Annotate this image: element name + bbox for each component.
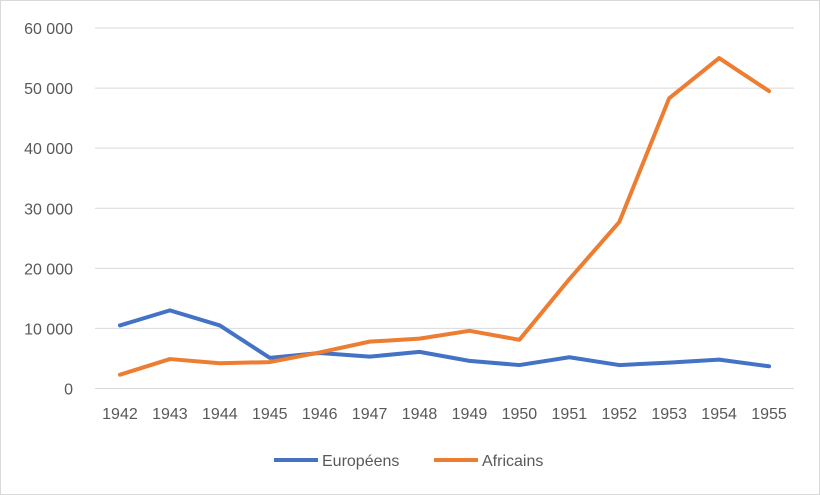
x-tick-label: 1942 [102, 406, 138, 423]
x-tick-label: 1947 [352, 406, 388, 423]
x-tick-label: 1945 [252, 406, 288, 423]
x-tick-label: 1953 [651, 406, 687, 423]
y-tick-label: 0 [64, 382, 73, 399]
series-line-africains [117, 56, 772, 377]
x-tick-label: 1943 [152, 406, 188, 423]
y-tick-label: 10 000 [24, 321, 73, 338]
y-tick-label: 40 000 [24, 141, 73, 158]
x-tick-label: 1948 [402, 406, 438, 423]
x-tick-label: 1955 [751, 406, 787, 423]
legend-label: Européens [322, 453, 399, 470]
legend-label: Africains [482, 453, 543, 470]
x-tick-label: 1946 [302, 406, 338, 423]
series-line-européens [117, 308, 772, 369]
y-tick-label: 30 000 [24, 201, 73, 218]
x-tick-label: 1952 [601, 406, 637, 423]
y-tick-label: 50 000 [24, 81, 73, 98]
y-tick-label: 20 000 [24, 261, 73, 278]
x-tick-label: 1954 [701, 406, 737, 423]
x-tick-label: 1944 [202, 406, 238, 423]
y-tick-label: 60 000 [24, 21, 73, 38]
x-tick-label: 1950 [502, 406, 538, 423]
x-tick-label: 1949 [452, 406, 488, 423]
x-tick-label: 1951 [552, 406, 588, 423]
